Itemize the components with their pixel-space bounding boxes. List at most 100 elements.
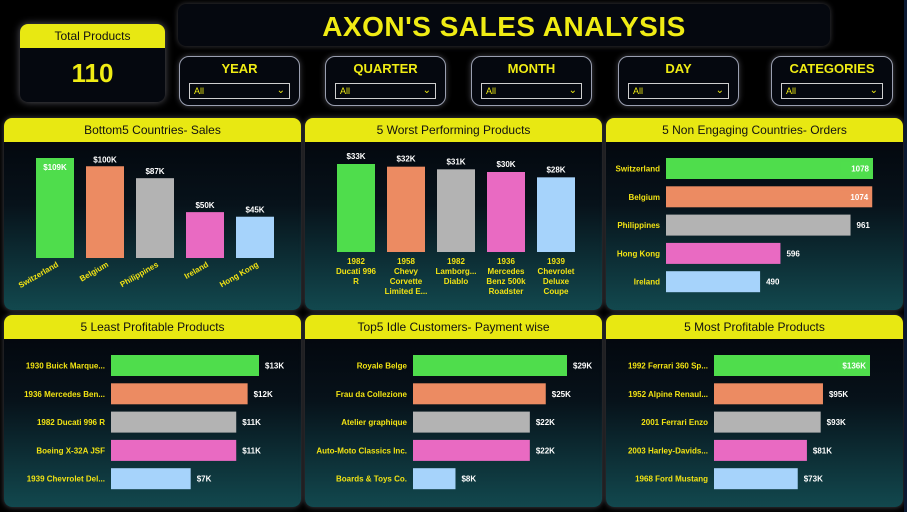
month-dropdown[interactable]: All ⌄ (481, 83, 582, 99)
data-label: $30K (496, 160, 515, 169)
chart-title: 5 Worst Performing Products (305, 118, 602, 142)
chevron-down-icon: ⌄ (568, 85, 577, 96)
day-dropdown[interactable]: All ⌄ (628, 83, 729, 99)
chevron-down-icon: ⌄ (276, 85, 285, 96)
categories-filter-label: CATEGORIES (789, 61, 875, 76)
category-label: Belgium (628, 193, 660, 202)
category-label: Boards & Toys Co. (336, 475, 407, 484)
bar (387, 166, 425, 252)
category-label: Frau da Collezione (336, 390, 408, 399)
chevron-down-icon: ⌄ (422, 85, 431, 96)
categories-dropdown[interactable]: All ⌄ (781, 83, 883, 99)
data-label: $28K (546, 165, 565, 174)
bar (413, 411, 530, 433)
data-label: $11K (242, 418, 261, 427)
category-label: 1968 Ford Mustang (635, 475, 708, 484)
chart-title: 5 Most Profitable Products (606, 315, 903, 339)
total-products-label: Total Products (20, 24, 165, 48)
quarter-filter-label: QUARTER (353, 61, 418, 76)
categories-filter[interactable]: CATEGORIES All ⌄ (771, 56, 893, 106)
bar (666, 242, 781, 264)
category-label: 1958 Chevy Corvette Limited E... (385, 257, 428, 296)
bar (714, 355, 870, 376)
quarter-dropdown[interactable]: All ⌄ (335, 83, 436, 99)
year-filter-label: YEAR (221, 61, 258, 76)
day-filter[interactable]: DAY All ⌄ (618, 56, 739, 106)
bar (714, 468, 798, 490)
data-label: $31K (446, 157, 465, 166)
bar (666, 271, 761, 293)
bar (413, 439, 530, 461)
bar (111, 468, 191, 490)
year-filter[interactable]: YEAR All ⌄ (179, 56, 300, 106)
data-label: $73K (804, 475, 823, 484)
category-label: 1982 Lamborg... Diablo (436, 257, 477, 286)
category-label: Royale Belge (357, 362, 408, 371)
most-profitable-chart: 1992 Ferrari 360 Sp... $136K 1952 Alpine R… (628, 355, 870, 490)
bar (111, 383, 248, 405)
bar (337, 164, 375, 252)
category-label: 1939 Chevrolet Del... (27, 475, 105, 484)
data-label: $109K (43, 163, 67, 172)
data-label: $45K (245, 206, 264, 215)
data-label: $95K (829, 390, 848, 399)
data-label: $33K (346, 152, 365, 161)
data-label: $8K (461, 475, 476, 484)
category-label: 1936 Mercedes Ben... (24, 390, 105, 399)
bar (111, 439, 237, 461)
bar (413, 383, 546, 405)
quarter-dropdown-value: All (340, 86, 351, 96)
data-label: $81K (813, 446, 832, 455)
bar (537, 177, 575, 252)
data-label: $13K (265, 362, 284, 371)
data-label: $29K (573, 362, 592, 371)
data-label: 490 (766, 278, 780, 287)
bar (714, 383, 823, 405)
data-label: $87K (145, 167, 164, 176)
data-label: 596 (786, 249, 800, 258)
least-profitable-chart: 1930 Buick Marque... $13K 1936 Mercedes Be… (24, 355, 284, 490)
data-label: $100K (93, 155, 117, 164)
chart-panel-bottom5-countries: Bottom5 Countries- Sales $109K Switzerlan… (4, 118, 301, 310)
bar (111, 411, 237, 433)
idle-customers-chart: Royale Belge $29K Frau da Collezione $25K At… (316, 355, 592, 490)
bar (186, 212, 224, 258)
month-filter[interactable]: MONTH All ⌄ (471, 56, 592, 106)
category-label: 1952 Alpine Renaul... (628, 390, 708, 399)
bottom5-countries-chart: $109K Switzerland $100K Belgium $87K Philippi… (17, 155, 274, 290)
data-label-background (840, 190, 869, 204)
category-label: 1982 Ducati 996 R (336, 257, 377, 286)
category-label: 1982 Ducati 996 R (37, 418, 105, 427)
chart-panel-least-profitable: 5 Least Profitable Products 1930 Buick M… (4, 315, 301, 507)
categories-dropdown-value: All (786, 86, 797, 96)
category-label: Philippines (617, 221, 660, 230)
year-dropdown-value: All (194, 86, 205, 96)
year-dropdown[interactable]: All ⌄ (189, 83, 290, 99)
data-label: $93K (827, 418, 846, 427)
month-filter-label: MONTH (507, 61, 556, 76)
quarter-filter[interactable]: QUARTER All ⌄ (325, 56, 446, 106)
non-engaging-countries-chart: Switzerland 1078 Belgium 1074 Philippines 961… (616, 158, 873, 293)
category-label: 1936 Mercedes Benz 500k Roadster (486, 257, 526, 296)
category-label: Auto-Moto Classics Inc. (316, 446, 407, 455)
data-label: $7K (197, 475, 212, 484)
worst-products-chart: $33K 1982 Ducati 996 R $32K 1958 Chevy Corvette… (336, 152, 575, 296)
bar (487, 172, 525, 252)
bar (666, 214, 851, 236)
chart-title: Bottom5 Countries- Sales (4, 118, 301, 142)
category-label: Ireland (634, 278, 660, 287)
bar (714, 439, 807, 461)
category-label: 1992 Ferrari 360 Sp... (628, 362, 708, 371)
bar (86, 166, 124, 258)
chart-title: Top5 Idle Customers- Payment wise (305, 315, 602, 339)
data-label: $136K (842, 362, 866, 371)
chart-panel-most-profitable: 5 Most Profitable Products 1992 Ferrari … (606, 315, 903, 507)
chevron-down-icon: ⌄ (869, 85, 878, 96)
category-label: Switzerland (616, 165, 661, 174)
bar (413, 468, 456, 490)
total-products-card: Total Products 110 (20, 24, 165, 102)
bar (666, 158, 873, 179)
chart-panel-non-engaging-countries: 5 Non Engaging Countries- Orders Switzer… (606, 118, 903, 310)
data-label: $25K (552, 390, 571, 399)
category-label: 1930 Buick Marque... (26, 362, 105, 371)
